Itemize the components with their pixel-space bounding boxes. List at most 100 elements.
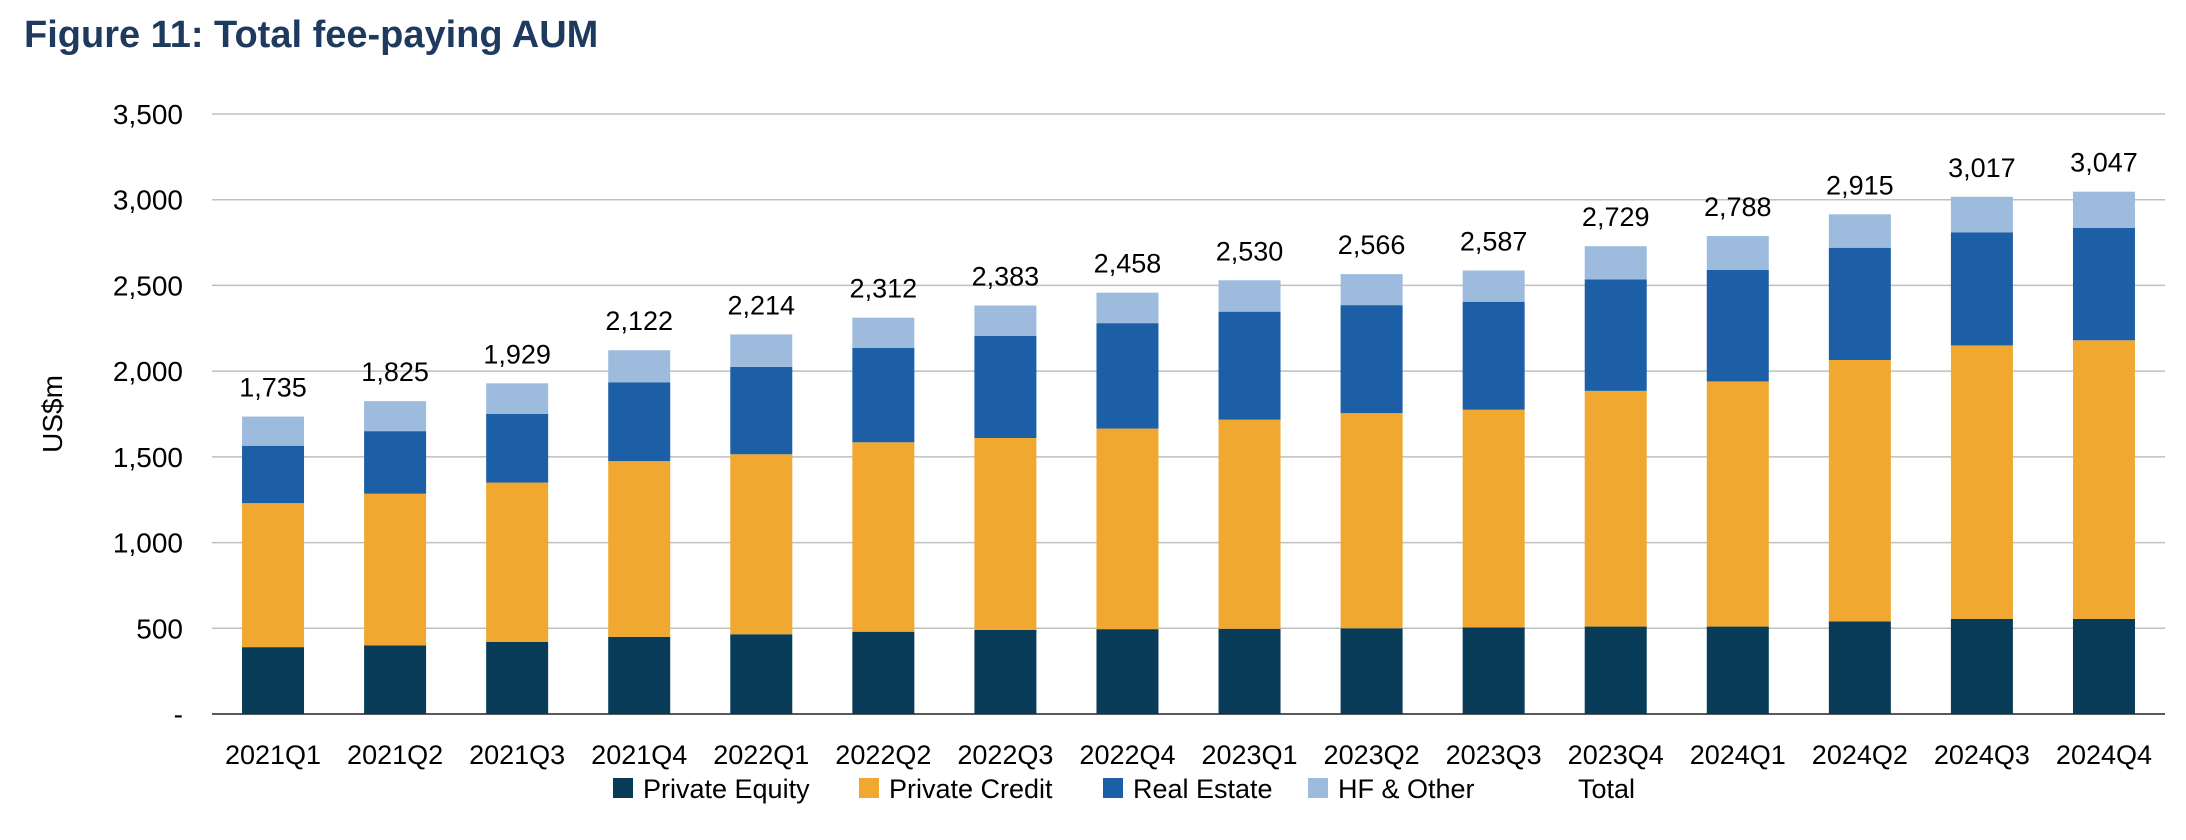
bar-segment (1218, 280, 1281, 312)
total-data-label: 2,788 (1704, 192, 1772, 222)
bar-segment (608, 461, 671, 637)
bar-segment (364, 401, 427, 432)
bar-segment (1462, 270, 1525, 302)
bar-segment (1584, 246, 1647, 280)
x-tick-label: 2021Q3 (469, 740, 565, 770)
bar-segment (974, 438, 1037, 630)
legend-label: Total (1578, 774, 1635, 804)
bar-segment (1096, 292, 1159, 324)
bar-segment (730, 366, 793, 455)
y-tick-label: 2,500 (113, 270, 183, 301)
bar-segment (730, 454, 793, 635)
legend-swatch (1103, 778, 1123, 798)
x-tick-label: 2022Q1 (713, 740, 809, 770)
bar-segment (1828, 214, 1891, 248)
bar-segment (1950, 345, 2013, 619)
bar-segment (1096, 629, 1159, 714)
bar-segment (1340, 274, 1403, 306)
bar-segment (2072, 340, 2135, 619)
x-tick-label: 2024Q1 (1690, 740, 1786, 770)
bar-segment (2072, 618, 2135, 714)
bar-segment (364, 493, 427, 646)
legend-label: Private Equity (643, 774, 810, 804)
total-data-label: 3,017 (1948, 153, 2016, 183)
total-data-label: 2,566 (1338, 230, 1406, 260)
x-tick-label: 2023Q1 (1201, 740, 1297, 770)
bar-segment (1706, 381, 1769, 627)
total-data-label: 1,735 (239, 373, 307, 403)
bar-segment (486, 383, 549, 414)
y-tick-label: - (174, 699, 183, 730)
bar-segment (730, 634, 793, 714)
bar-segment (1950, 196, 2013, 233)
bar-segment (1462, 409, 1525, 628)
bar-segment (1706, 626, 1769, 714)
y-tick-label: 1,500 (113, 442, 183, 473)
total-data-label: 3,047 (2070, 148, 2138, 178)
bar-segment (1218, 419, 1281, 629)
bar-segment (1584, 626, 1647, 714)
bar-segment (242, 416, 305, 446)
legend-swatch (859, 778, 879, 798)
x-tick-label: 2022Q3 (957, 740, 1053, 770)
total-data-label: 2,530 (1216, 236, 1284, 266)
bar-segment (1340, 413, 1403, 629)
y-tick-label: 1,000 (113, 528, 183, 559)
bar-segment (608, 382, 671, 462)
x-tick-label: 2024Q2 (1812, 740, 1908, 770)
total-data-label: 2,915 (1826, 170, 1894, 200)
bar-segment (1340, 628, 1403, 714)
total-data-label: 2,458 (1094, 249, 1162, 279)
bar-segment (1584, 279, 1647, 391)
legend-label: Real Estate (1133, 774, 1273, 804)
bar-segment (1584, 390, 1647, 627)
bar-segment (242, 647, 305, 714)
bar-segment (730, 334, 793, 367)
bar-segment (1828, 247, 1891, 360)
legend-label: Private Credit (889, 774, 1053, 804)
bar-segment (364, 645, 427, 714)
bar-segment (608, 636, 671, 714)
bar-segment (1950, 232, 2013, 346)
bar-segment (1340, 305, 1403, 414)
y-tick-label: 500 (136, 613, 183, 644)
x-tick-label: 2023Q4 (1568, 740, 1664, 770)
bar-segment (242, 503, 305, 648)
legend-swatch (613, 778, 633, 798)
x-tick-label: 2022Q4 (1079, 740, 1175, 770)
total-data-label: 2,214 (727, 290, 795, 320)
bar-segment (1462, 301, 1525, 410)
bar-segment (1218, 628, 1281, 714)
bar-segment (974, 305, 1037, 336)
total-data-label: 1,929 (483, 339, 551, 369)
total-data-label: 1,825 (361, 357, 429, 387)
x-tick-label: 2021Q4 (591, 740, 687, 770)
bar-segment (1828, 621, 1891, 714)
bar-segment (1828, 360, 1891, 622)
total-data-label: 2,729 (1582, 202, 1650, 232)
y-tick-label: 3,500 (113, 99, 183, 130)
y-tick-label: 2,000 (113, 356, 183, 387)
x-tick-label: 2021Q2 (347, 740, 443, 770)
y-tick-label: 3,000 (113, 185, 183, 216)
bar-segment (1096, 428, 1159, 630)
bar-segment (1096, 323, 1159, 429)
x-tick-label: 2023Q2 (1324, 740, 1420, 770)
bar-segment (852, 442, 915, 632)
y-axis-label: US$m (37, 375, 68, 453)
legend-label: HF & Other (1338, 774, 1475, 804)
bar-segment (608, 350, 671, 383)
bar-segment (1462, 627, 1525, 714)
bar-segment (486, 414, 549, 483)
bar-segment (486, 642, 549, 714)
x-tick-label: 2022Q2 (835, 740, 931, 770)
bar-segment (852, 348, 915, 443)
total-data-label: 2,312 (850, 274, 918, 304)
bar-segment (974, 630, 1037, 714)
total-data-label: 2,383 (972, 261, 1040, 291)
x-tick-label: 2023Q3 (1446, 740, 1542, 770)
bar-segment (1218, 311, 1281, 420)
x-tick-label: 2024Q4 (2056, 740, 2152, 770)
bar-segment (1706, 236, 1769, 270)
